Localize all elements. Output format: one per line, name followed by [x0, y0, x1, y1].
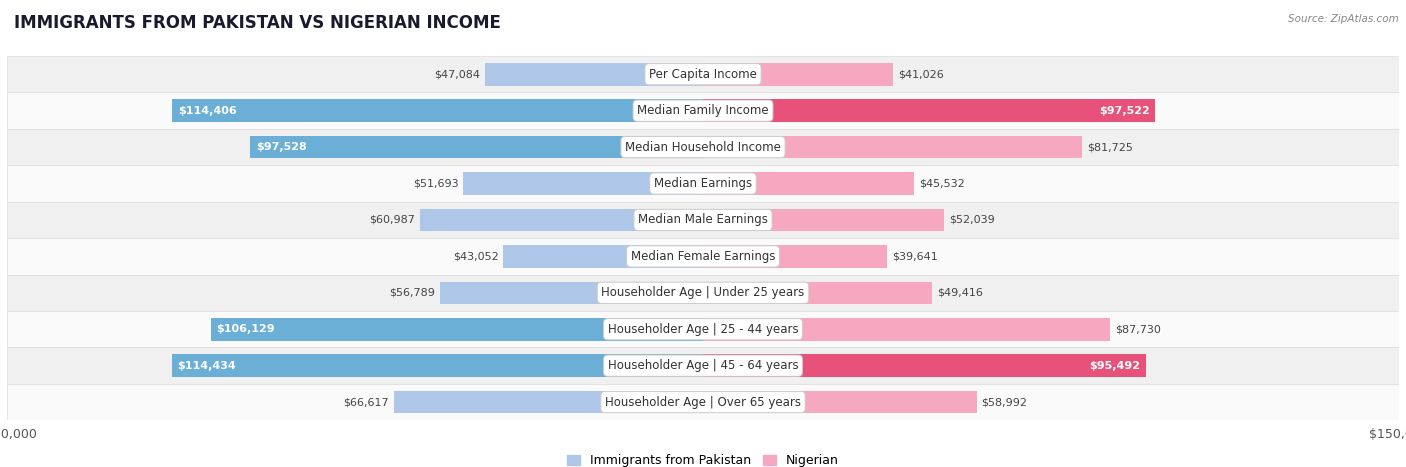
Bar [703, 245, 887, 268]
Bar [250, 136, 703, 158]
Bar [703, 136, 1083, 158]
Bar [172, 99, 703, 122]
Text: $41,026: $41,026 [898, 69, 943, 79]
Bar [7, 202, 1399, 238]
Bar [7, 56, 1399, 92]
Text: Median Earnings: Median Earnings [654, 177, 752, 190]
Bar [440, 282, 703, 304]
Bar [211, 318, 703, 340]
Text: $81,725: $81,725 [1087, 142, 1133, 152]
Text: $45,532: $45,532 [920, 178, 965, 189]
Text: $66,617: $66,617 [343, 397, 389, 407]
Text: $43,052: $43,052 [453, 251, 498, 262]
Bar [7, 384, 1399, 420]
Text: Median Family Income: Median Family Income [637, 104, 769, 117]
Text: $47,084: $47,084 [433, 69, 479, 79]
Bar [7, 165, 1399, 202]
Bar [420, 209, 703, 231]
Text: $114,406: $114,406 [177, 106, 236, 116]
Bar [7, 92, 1399, 129]
Text: $39,641: $39,641 [891, 251, 938, 262]
Text: Median Female Earnings: Median Female Earnings [631, 250, 775, 263]
Text: $114,434: $114,434 [177, 361, 236, 371]
Text: Householder Age | 25 - 44 years: Householder Age | 25 - 44 years [607, 323, 799, 336]
Bar [7, 275, 1399, 311]
Bar [7, 238, 1399, 275]
Bar [394, 391, 703, 413]
Text: $49,416: $49,416 [938, 288, 983, 298]
Bar [463, 172, 703, 195]
Bar [703, 63, 893, 85]
Text: Median Male Earnings: Median Male Earnings [638, 213, 768, 226]
Bar [703, 318, 1111, 340]
Text: $60,987: $60,987 [370, 215, 415, 225]
Text: Householder Age | Over 65 years: Householder Age | Over 65 years [605, 396, 801, 409]
Text: $97,522: $97,522 [1099, 106, 1150, 116]
Bar [703, 354, 1146, 377]
Bar [7, 347, 1399, 384]
Bar [703, 391, 977, 413]
Bar [172, 354, 703, 377]
Text: $95,492: $95,492 [1090, 361, 1140, 371]
Bar [703, 282, 932, 304]
Bar [485, 63, 703, 85]
Text: $58,992: $58,992 [981, 397, 1028, 407]
Bar [703, 172, 914, 195]
Text: $52,039: $52,039 [949, 215, 995, 225]
Text: $56,789: $56,789 [389, 288, 434, 298]
Bar [7, 129, 1399, 165]
Legend: Immigrants from Pakistan, Nigerian: Immigrants from Pakistan, Nigerian [562, 449, 844, 467]
Bar [703, 99, 1156, 122]
Text: $106,129: $106,129 [217, 324, 274, 334]
Bar [7, 311, 1399, 347]
Text: Per Capita Income: Per Capita Income [650, 68, 756, 81]
Text: IMMIGRANTS FROM PAKISTAN VS NIGERIAN INCOME: IMMIGRANTS FROM PAKISTAN VS NIGERIAN INC… [14, 14, 501, 32]
Bar [503, 245, 703, 268]
Bar [703, 209, 945, 231]
Text: Householder Age | 45 - 64 years: Householder Age | 45 - 64 years [607, 359, 799, 372]
Text: $97,528: $97,528 [256, 142, 307, 152]
Text: Householder Age | Under 25 years: Householder Age | Under 25 years [602, 286, 804, 299]
Text: Source: ZipAtlas.com: Source: ZipAtlas.com [1288, 14, 1399, 24]
Text: $87,730: $87,730 [1115, 324, 1161, 334]
Text: $51,693: $51,693 [412, 178, 458, 189]
Text: Median Household Income: Median Household Income [626, 141, 780, 154]
